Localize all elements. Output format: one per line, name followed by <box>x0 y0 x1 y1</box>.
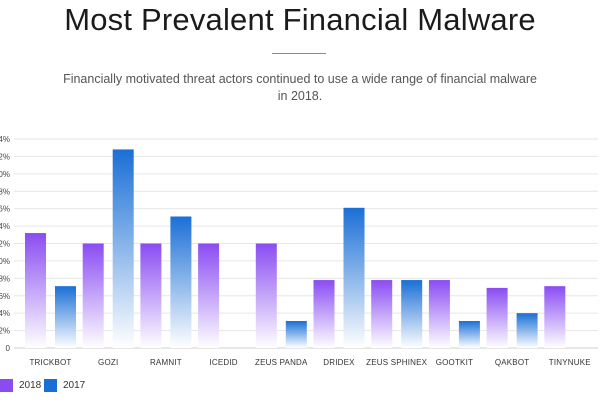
x-category-label: RAMNIT <box>150 358 182 367</box>
x-category-label: QAKBOT <box>495 358 530 367</box>
chart-subtitle: Financially motivated threat actors cont… <box>63 72 537 103</box>
bar-2018-trickbot <box>25 233 46 348</box>
x-category-label: TINYNUKE <box>549 358 591 367</box>
y-tick-label: 18% <box>0 187 10 196</box>
legend-item-2018: 2018 <box>0 379 41 392</box>
x-category-label: ICEDID <box>209 358 237 367</box>
y-tick-label: 4% <box>0 309 10 318</box>
bar-2018-zeus-sphinex <box>371 280 393 348</box>
x-category-label: TRICKBOT <box>29 358 71 367</box>
y-tick-label: 2% <box>0 327 10 336</box>
legend-label-2018: 2018 <box>19 380 42 391</box>
y-tick-label: 0 <box>6 344 11 353</box>
legend-swatch-2017 <box>44 379 57 392</box>
bar-2017-dridex <box>343 207 365 348</box>
bar-2018-dridex <box>313 280 335 348</box>
y-tick-label: 12% <box>0 240 10 249</box>
bar-2017-gootkit <box>458 321 480 348</box>
bar-2017-zeus-panda <box>285 321 307 348</box>
bar-2018-gozi <box>82 243 104 348</box>
y-tick-label: 14% <box>0 222 10 231</box>
bar-2018-icedid <box>198 243 220 348</box>
y-tick-label: 16% <box>0 205 10 214</box>
bar-2018-ramnit <box>140 243 162 348</box>
legend-item-2017: 2017 <box>44 379 85 392</box>
grid-lines <box>14 138 598 349</box>
y-tick-label: 10% <box>0 257 10 266</box>
bar-2017-zeus-sphinex <box>401 280 423 348</box>
y-tick-label: 24% <box>0 135 10 144</box>
x-category-label: GOOTKIT <box>436 358 473 367</box>
x-category-label: ZEUS SPHINEX <box>366 358 428 367</box>
bar-2017-gozi <box>112 149 134 348</box>
legend-swatch-2018 <box>0 379 13 392</box>
bar-2018-zeus-panda <box>255 243 277 348</box>
legend-label-2017: 2017 <box>63 380 86 391</box>
x-axis-categories: TRICKBOT GOZI RAMNIT ICEDID ZEUS PANDA DRIDEX… <box>29 358 590 367</box>
x-category-label: GOZI <box>98 358 118 367</box>
title-divider <box>272 53 326 54</box>
y-tick-label: 20% <box>0 170 10 179</box>
bar-2017-ramnit <box>170 216 192 348</box>
y-tick-label: 6% <box>0 292 10 301</box>
bar-2018-gootkit <box>428 280 450 348</box>
y-tick-label: 22% <box>0 152 10 161</box>
bar-2017-qakbot <box>516 313 538 348</box>
bars <box>25 149 566 348</box>
bar-2017-trickbot <box>55 286 76 348</box>
y-tick-label: 8% <box>0 274 10 283</box>
chart-title: Most Prevalent Financial Malware <box>64 2 536 37</box>
x-category-label: ZEUS PANDA <box>255 358 308 367</box>
bar-2018-tinynuke <box>544 286 566 348</box>
bar-2018-qakbot <box>486 287 508 348</box>
x-category-label: DRIDEX <box>323 358 355 367</box>
y-axis-ticks: 0 2% 4% 6% 8% 10% 12% 14% 16% 18% 20% 22% 24% <box>0 135 11 353</box>
